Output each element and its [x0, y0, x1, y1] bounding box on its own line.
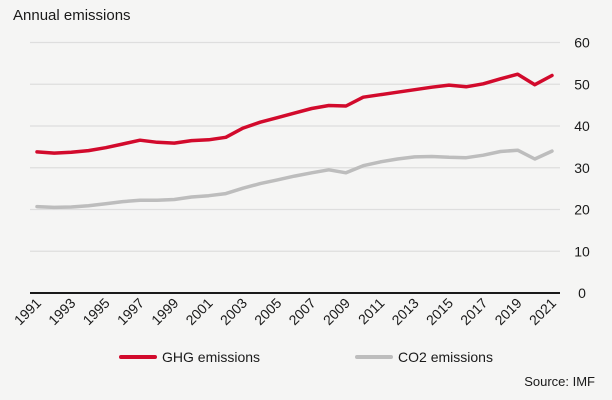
ghg-line-swatch-icon [119, 355, 158, 359]
y-tick-label: 30 [574, 160, 590, 176]
x-tick-label: 2009 [320, 295, 353, 328]
x-tick-label: 2015 [423, 295, 456, 328]
y-tick-label: 10 [574, 243, 590, 259]
x-tick-label: 1997 [114, 295, 147, 328]
legend: GHG emissions CO2 emissions [0, 349, 612, 365]
x-tick-label: 2019 [491, 295, 524, 328]
chart-title: Annual emissions [13, 7, 131, 24]
series-line-ghg [35, 72, 554, 155]
x-tick-label: 2021 [526, 295, 559, 328]
x-tick-label: 2017 [457, 295, 490, 328]
legend-label-co2: CO2 emissions [398, 349, 493, 365]
x-tick-label: 2003 [217, 295, 250, 328]
x-tick-label: 1999 [148, 295, 181, 328]
x-tick-label: 2011 [355, 295, 388, 328]
co2-line-swatch-icon [355, 355, 394, 359]
x-tick-label: 1995 [79, 295, 112, 328]
y-tick-label: 50 [574, 76, 590, 92]
x-tick-label: 2001 [182, 295, 215, 328]
legend-item-ghg: GHG emissions [119, 349, 260, 365]
y-tick-label: 60 [574, 35, 590, 51]
x-tick-label: 1991 [11, 295, 44, 328]
legend-item-co2: CO2 emissions [355, 349, 493, 365]
source-caption: Source: IMF [524, 374, 595, 389]
y-tick-label: 40 [574, 118, 590, 134]
y-tick-label: 0 [578, 285, 586, 301]
legend-label-ghg: GHG emissions [162, 349, 261, 365]
x-tick-label: 1993 [45, 295, 78, 328]
x-tick-label: 2005 [251, 295, 284, 328]
series-line-co2 [35, 148, 554, 210]
x-tick-label: 2007 [285, 295, 318, 328]
y-tick-label: 20 [574, 202, 590, 218]
x-tick-label: 2013 [388, 295, 421, 328]
